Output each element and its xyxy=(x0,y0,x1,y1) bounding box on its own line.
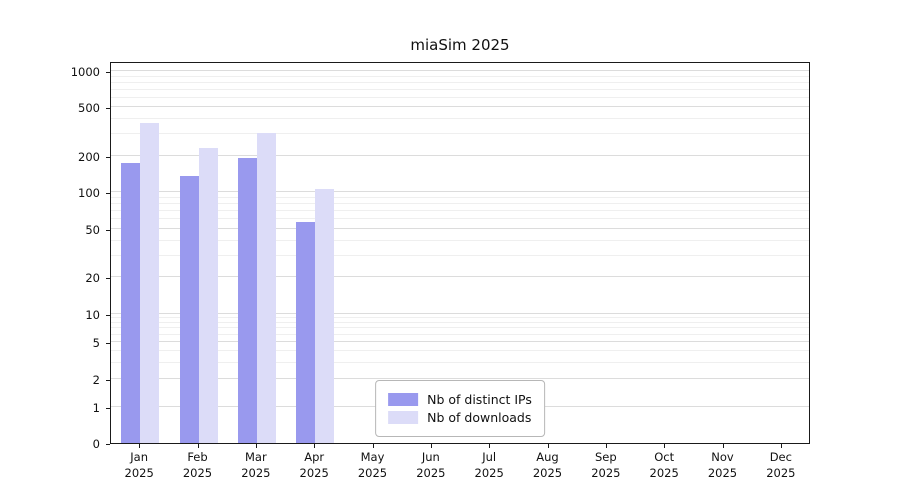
y-tick-mark xyxy=(106,315,110,316)
minor-gridline xyxy=(111,317,809,319)
major-gridline xyxy=(111,191,809,192)
y-tick-label: 2 xyxy=(92,373,100,387)
y-tick-mark xyxy=(106,342,110,344)
x-tick-mark xyxy=(314,444,316,448)
legend-item-downloads: Nb of downloads xyxy=(388,410,532,425)
x-tick-label: Sep 2025 xyxy=(591,450,621,480)
x-tick-mark xyxy=(372,444,374,448)
minor-gridline xyxy=(111,88,809,90)
bar-downloads-apr xyxy=(315,189,335,443)
x-tick-label: Nov 2025 xyxy=(707,450,738,480)
x-tick-label: Feb 2025 xyxy=(182,450,213,480)
major-gridline xyxy=(111,378,809,380)
minor-gridline xyxy=(111,333,809,335)
x-tick-label: May 2025 xyxy=(357,450,388,480)
legend-item-distinct-ips: Nb of distinct IPs xyxy=(388,392,532,407)
y-tick-mark xyxy=(106,156,110,158)
y-tick-label: 1000 xyxy=(70,65,100,79)
bar-downloads-jan xyxy=(140,123,160,443)
x-tick-mark xyxy=(139,444,141,448)
legend-label-downloads: Nb of downloads xyxy=(427,410,532,425)
major-gridline xyxy=(111,154,809,156)
major-gridline xyxy=(111,106,809,108)
y-tick-label: 10 xyxy=(85,308,100,322)
y-tick-mark xyxy=(106,444,110,445)
y-tick-label: 20 xyxy=(85,271,100,286)
y-tick-mark xyxy=(106,108,110,110)
y-tick-label: 200 xyxy=(78,149,100,164)
minor-gridline xyxy=(111,361,809,363)
y-tick-label: 500 xyxy=(78,101,100,116)
minor-gridline xyxy=(111,254,809,256)
x-tick-mark xyxy=(722,444,724,448)
x-tick-mark xyxy=(430,444,432,448)
legend-swatch-downloads xyxy=(388,411,419,424)
y-tick-label: 0 xyxy=(92,437,100,451)
bar-distinct-ips-jan xyxy=(121,162,141,443)
bar-downloads-feb xyxy=(198,148,218,443)
minor-gridline xyxy=(111,96,809,98)
minor-gridline xyxy=(111,81,809,83)
minor-gridline xyxy=(111,322,809,324)
bar-downloads-mar xyxy=(256,132,276,443)
y-tick-label: 1 xyxy=(92,401,100,415)
minor-gridline xyxy=(111,133,809,135)
minor-gridline xyxy=(111,239,809,241)
y-tick-mark xyxy=(106,72,110,73)
major-gridline xyxy=(111,70,809,71)
y-tick-mark xyxy=(106,229,110,231)
legend: Nb of distinct IPs Nb of downloads xyxy=(375,380,545,437)
y-tick-label: 5 xyxy=(92,335,100,350)
x-tick-label: Mar 2025 xyxy=(241,450,271,480)
x-tick-mark xyxy=(547,444,549,448)
y-tick-mark xyxy=(106,408,110,409)
minor-gridline xyxy=(111,350,809,352)
x-tick-mark xyxy=(197,444,199,448)
minor-gridline xyxy=(111,209,809,211)
minor-gridline xyxy=(111,202,809,204)
y-tick-label: 100 xyxy=(78,186,100,200)
bar-distinct-ips-mar xyxy=(237,158,257,443)
minor-gridline xyxy=(111,118,809,120)
x-tick-mark xyxy=(664,444,666,448)
y-tick-mark xyxy=(106,278,110,280)
minor-gridline xyxy=(111,196,809,198)
x-tick-mark xyxy=(489,444,491,448)
bar-distinct-ips-feb xyxy=(179,176,199,443)
major-gridline xyxy=(111,276,809,278)
x-tick-label: Jul 2025 xyxy=(474,450,504,480)
minor-gridline xyxy=(111,75,809,77)
legend-label-distinct-ips: Nb of distinct IPs xyxy=(427,392,532,407)
y-tick-mark xyxy=(106,193,110,194)
bar-distinct-ips-apr xyxy=(296,221,316,443)
x-tick-mark xyxy=(605,444,607,448)
x-tick-label: Oct 2025 xyxy=(649,450,679,480)
x-tick-label: Aug 2025 xyxy=(532,450,563,480)
legend-swatch-distinct-ips xyxy=(388,393,419,406)
major-gridline xyxy=(111,313,809,314)
x-tick-label: Jun 2025 xyxy=(416,450,446,480)
minor-gridline xyxy=(111,218,809,220)
x-tick-mark xyxy=(780,444,782,448)
major-gridline xyxy=(111,341,809,342)
plot-area: Nb of distinct IPs Nb of downloads xyxy=(110,62,810,444)
x-tick-label: Dec 2025 xyxy=(766,450,796,480)
x-tick-mark xyxy=(255,444,257,448)
y-tick-mark xyxy=(106,380,110,381)
minor-gridline xyxy=(111,327,809,329)
chart-title: miaSim 2025 xyxy=(410,36,510,54)
y-tick-label: 50 xyxy=(85,222,100,237)
x-tick-label: Apr 2025 xyxy=(299,450,329,480)
x-tick-label: Jan 2025 xyxy=(124,450,154,480)
major-gridline xyxy=(111,227,809,229)
